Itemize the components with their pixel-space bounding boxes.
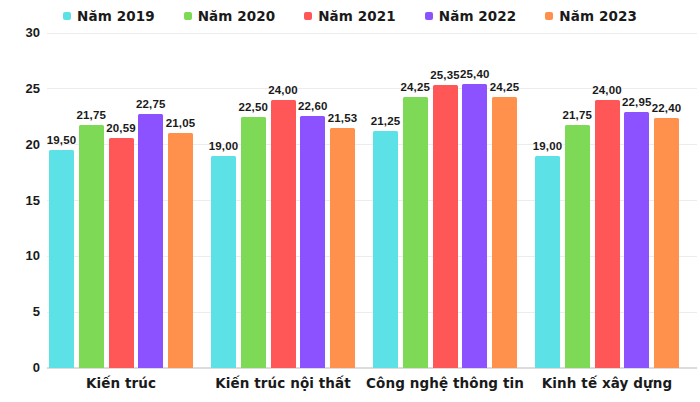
- category-label: Kiến trúc nội thất: [215, 375, 351, 391]
- bar-value-label: 19,00: [209, 140, 238, 153]
- bar-value-label: 22,95: [622, 96, 651, 109]
- bar-năm-2021-2: [433, 85, 458, 368]
- bar-năm-2023-3: [654, 118, 679, 368]
- y-axis-tick-label: 15: [6, 194, 40, 208]
- gridline-y30: [47, 33, 697, 34]
- bar-value-label: 22,50: [239, 101, 268, 114]
- bar-năm-2019-3: [535, 156, 560, 368]
- bar-value-label: 19,00: [533, 140, 562, 153]
- bar-năm-2022-3: [624, 112, 649, 368]
- bar-năm-2021-0: [109, 138, 134, 368]
- category-label: Kiến trúc: [86, 375, 156, 391]
- bar-value-label: 21,75: [563, 109, 592, 122]
- y-axis-tick-label: 5: [6, 305, 40, 319]
- bar-năm-2020-2: [403, 97, 428, 368]
- bar-năm-2021-1: [271, 100, 296, 368]
- category-label: Kinh tế xây dựng: [542, 375, 672, 391]
- category-label: Công nghệ thông tin: [366, 375, 524, 391]
- bar-value-label: 25,35: [430, 69, 459, 82]
- bar-năm-2023-1: [330, 128, 355, 368]
- bar-value-label: 21,25: [371, 115, 400, 128]
- bar-năm-2023-0: [168, 133, 193, 368]
- bar-value-label: 25,40: [460, 68, 489, 81]
- bar-value-label: 21,05: [166, 117, 195, 130]
- bar-value-label: 21,75: [77, 109, 106, 122]
- bar-năm-2020-0: [79, 125, 104, 368]
- bar-value-label: 20,59: [106, 122, 135, 135]
- bar-value-label: 24,00: [592, 84, 621, 97]
- bar-chart: Năm 2019Năm 2020Năm 2021Năm 2022Năm 2023…: [0, 0, 700, 402]
- bar-value-label: 24,25: [401, 81, 430, 94]
- y-axis-tick-label: 25: [6, 82, 40, 96]
- bar-value-label: 19,50: [47, 134, 76, 147]
- y-axis-tick-label: 10: [6, 249, 40, 263]
- bar-năm-2020-1: [241, 117, 266, 368]
- bar-năm-2022-2: [462, 84, 487, 368]
- plot-area: 0 5 10 15 20 25 30 19,50 19,00 21,25 19,00 21,75 22,…: [0, 0, 700, 402]
- bar-năm-2023-2: [492, 97, 517, 368]
- y-axis-tick-label: 20: [6, 138, 40, 152]
- y-axis-tick-label: 0: [6, 361, 40, 375]
- y-axis-tick-label: 30: [6, 26, 40, 40]
- bar-value-label: 22,75: [136, 98, 165, 111]
- bar-value-label: 21,53: [328, 112, 357, 125]
- bar-năm-2019-0: [49, 150, 74, 368]
- bar-năm-2022-0: [138, 114, 163, 368]
- bar-value-label: 22,40: [652, 102, 681, 115]
- bar-value-label: 24,25: [490, 81, 519, 94]
- bar-năm-2021-3: [595, 100, 620, 368]
- bar-value-label: 22,60: [298, 100, 327, 113]
- bar-năm-2019-2: [373, 131, 398, 368]
- bar-năm-2022-1: [300, 116, 325, 368]
- bar-năm-2019-1: [211, 156, 236, 368]
- bar-năm-2020-3: [565, 125, 590, 368]
- bar-value-label: 24,00: [268, 84, 297, 97]
